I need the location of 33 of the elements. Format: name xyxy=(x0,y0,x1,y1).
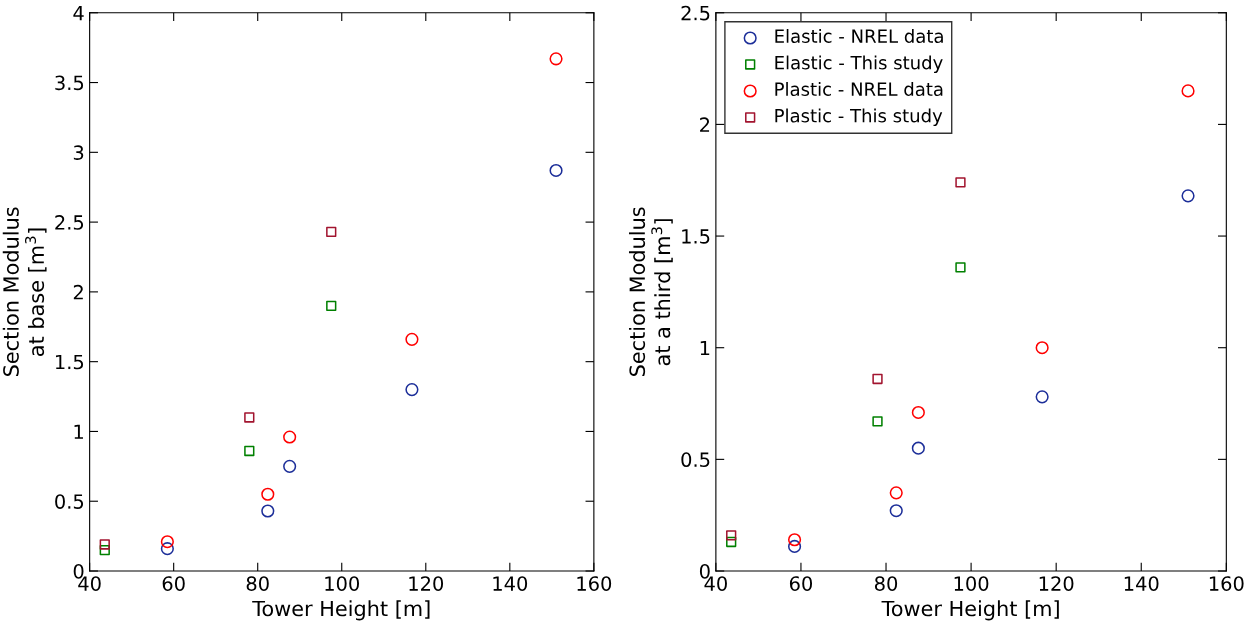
legend-label: Plastic - This study xyxy=(775,108,943,126)
x-tick-label: 80 xyxy=(246,576,269,591)
y-tick-label: 4 xyxy=(73,5,84,21)
y-axis-title: Section Modulus at a third [m$^{3}$] xyxy=(628,207,673,377)
x-axis-title: Tower Height [m] xyxy=(881,600,1059,621)
legend-label: Plastic - NREL data xyxy=(775,82,943,96)
y-tick-label: 1 xyxy=(74,424,83,439)
x-tick-label: 120 xyxy=(409,576,444,591)
x-tick-label: 100 xyxy=(954,576,989,591)
x-tick-label: 160 xyxy=(1209,576,1244,591)
y-tick-label: 2.5 xyxy=(681,5,710,21)
x-tick-label: 120 xyxy=(1039,576,1074,591)
y-tick-label: 1.5 xyxy=(55,354,84,370)
x-tick-label: 100 xyxy=(325,576,360,591)
y-tick-label: 3.5 xyxy=(55,75,84,91)
y-tick-label: 1 xyxy=(700,340,710,356)
x-tick-label: 140 xyxy=(493,576,528,591)
x-tick-label: 60 xyxy=(162,576,185,591)
legend-label: Elastic - NREL data xyxy=(775,29,943,43)
y-tick-label: 0.5 xyxy=(681,452,710,468)
y-tick-label: 0.5 xyxy=(55,494,84,509)
legend-label: Elastic - This study xyxy=(775,55,943,73)
y-axis-title: Section Modulus at base [m$^{3}$] xyxy=(2,207,47,377)
x-axis-title: Tower Height [m] xyxy=(252,600,430,621)
x-tick-label: 80 xyxy=(874,576,898,591)
y-tick-label: 3 xyxy=(73,145,84,160)
y-tick-label: 2.5 xyxy=(55,215,84,230)
x-tick-label: 60 xyxy=(789,576,813,591)
y-tick-label: 2 xyxy=(700,117,710,132)
x-tick-label: 160 xyxy=(577,576,612,591)
y-tick-label: 1.5 xyxy=(682,229,710,244)
x-tick-label: 140 xyxy=(1124,576,1159,591)
y-tick-label: 2 xyxy=(73,284,83,300)
